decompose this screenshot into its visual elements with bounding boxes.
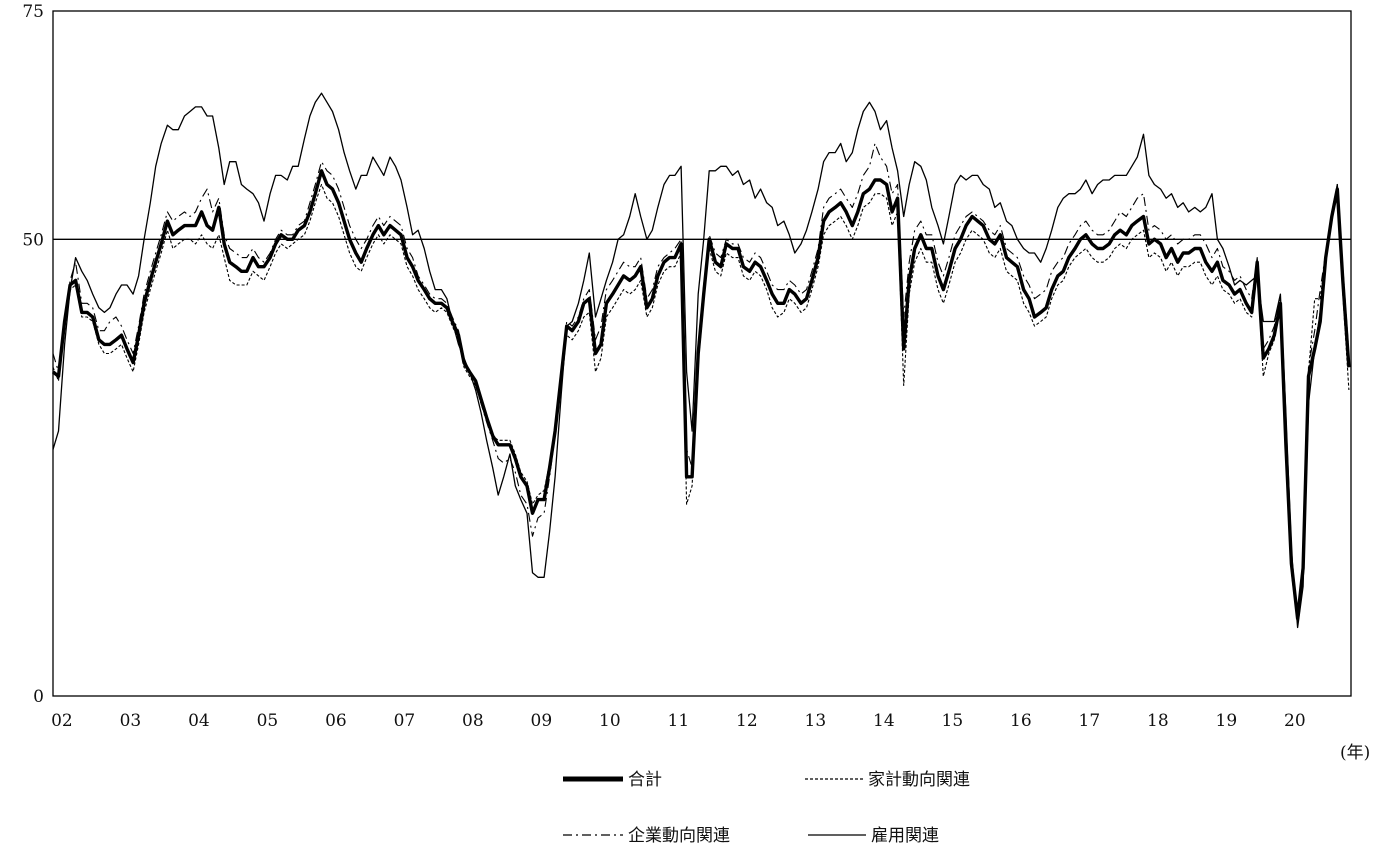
x-tick-label: 10 <box>599 711 621 731</box>
x-axis-ticks: 02 03 04 05 06 07 08 09 10 11 12 13 14 15 16 17 18 19 20 <box>51 711 1306 731</box>
legend-item-household: 家計動向関連 <box>805 770 970 790</box>
x-tick-label: 02 <box>51 711 73 731</box>
legend-label-total: 合計 <box>628 770 662 790</box>
legend-item-employment: 雇用関連 <box>808 826 939 846</box>
y-tick-label: 0 <box>33 687 44 707</box>
x-tick-label: 07 <box>394 711 416 731</box>
series-total-line <box>51 169 1351 621</box>
x-tick-label: 20 <box>1284 711 1306 731</box>
legend-item-corporate: 企業動向関連 <box>563 826 730 846</box>
legend-item-total: 合計 <box>563 770 662 790</box>
plot-frame <box>52 10 1352 697</box>
series-employment-line <box>52 92 1350 629</box>
legend-label-corporate: 企業動向関連 <box>628 826 730 846</box>
series-layer <box>51 92 1351 629</box>
series-household-line <box>52 183 1350 624</box>
x-axis-unit-label: (年) <box>1340 743 1370 763</box>
x-tick-label: 12 <box>736 711 758 731</box>
x-tick-label: 15 <box>942 711 964 731</box>
legend: 合計 家計動向関連 企業動向関連 雇用関連 <box>563 770 970 846</box>
x-tick-label: 03 <box>120 711 142 731</box>
x-tick-label: 06 <box>325 711 347 731</box>
x-tick-label: 11 <box>668 711 690 731</box>
x-tick-label: 16 <box>1010 711 1032 731</box>
x-tick-label: 13 <box>805 711 827 731</box>
x-tick-label: 09 <box>531 711 553 731</box>
x-tick-label: 18 <box>1147 711 1169 731</box>
x-tick-label: 05 <box>257 711 279 731</box>
y-tick-label: 75 <box>22 2 44 22</box>
x-tick-label: 08 <box>462 711 484 731</box>
y-axis-ticks: 0 50 75 <box>22 2 44 707</box>
legend-label-employment: 雇用関連 <box>871 826 939 846</box>
x-tick-label: 19 <box>1216 711 1238 731</box>
x-tick-label: 04 <box>188 711 210 731</box>
legend-label-household: 家計動向関連 <box>868 770 970 790</box>
series-corporate-line <box>52 142 1350 615</box>
y-tick-label: 50 <box>22 230 44 250</box>
x-tick-label: 14 <box>873 711 895 731</box>
x-tick-label: 17 <box>1079 711 1101 731</box>
